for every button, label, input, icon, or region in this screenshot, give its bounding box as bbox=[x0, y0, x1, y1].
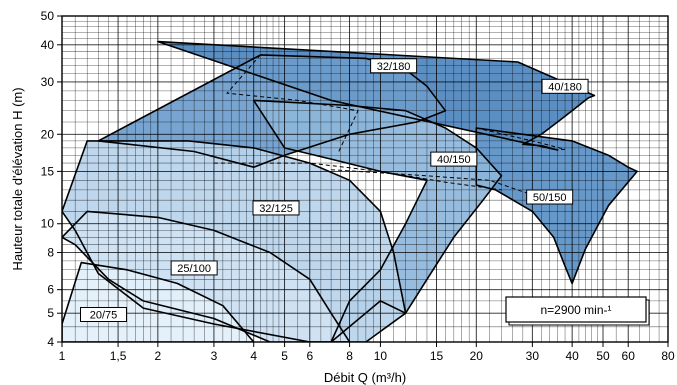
dashed-boundary bbox=[476, 127, 566, 151]
x-tick-label: 3 bbox=[211, 349, 218, 363]
series-label-50-150: 50/150 bbox=[533, 192, 567, 204]
x-tick-label: 2 bbox=[155, 349, 162, 363]
x-tick-label: 1 bbox=[59, 349, 66, 363]
outline-50-150 bbox=[475, 127, 638, 285]
x-tick-label: 15 bbox=[430, 349, 444, 363]
series-label-box bbox=[430, 151, 478, 167]
y-tick-label: 5 bbox=[47, 306, 54, 320]
y-tick-label: 50 bbox=[41, 9, 55, 23]
series-labels: 40/180 50/150 32/180 40/150 32/125 25/100 20/7… bbox=[80, 58, 589, 322]
series-label-box bbox=[80, 306, 128, 322]
x-axis-ticks: 1 1,5 2 3 4 5 6 8 10 15 20 30 40 50 60 80 bbox=[59, 342, 675, 363]
y-tick-label: 6 bbox=[47, 283, 54, 297]
y-axis-ticks: 4 5 6 8 10 15 20 30 40 50 bbox=[41, 9, 62, 349]
dashed-boundary bbox=[331, 169, 533, 196]
y-tick-label: 8 bbox=[47, 246, 54, 260]
y-tick-label: 20 bbox=[41, 127, 55, 141]
dashed-boundary bbox=[213, 162, 502, 191]
y-tick-label: 10 bbox=[41, 217, 55, 231]
area-50-150 bbox=[476, 128, 638, 284]
x-tick-label: 50 bbox=[596, 349, 610, 363]
x-tick-label: 4 bbox=[250, 349, 257, 363]
x-tick-label: 8 bbox=[346, 349, 353, 363]
x-tick-label: 5 bbox=[281, 349, 288, 363]
speed-annotation: n=2900 min-¹ bbox=[540, 303, 611, 317]
x-tick-label: 40 bbox=[565, 349, 579, 363]
y-tick-label: 4 bbox=[47, 335, 54, 349]
annotation-box: n=2900 min-¹ bbox=[505, 296, 650, 326]
series-label-box bbox=[541, 78, 589, 94]
x-tick-label: 6 bbox=[306, 349, 313, 363]
x-tick-label: 80 bbox=[661, 349, 675, 363]
x-axis-label: Débit Q (m³/h) bbox=[324, 370, 406, 385]
series-label-32-125: 32/125 bbox=[259, 203, 293, 215]
outline-32-125 bbox=[62, 140, 407, 342]
series-label-40-180: 40/180 bbox=[548, 81, 582, 93]
x-tick-label: 10 bbox=[374, 349, 388, 363]
x-tick-label: 30 bbox=[526, 349, 540, 363]
y-tick-label: 40 bbox=[41, 38, 55, 52]
series-label-box bbox=[252, 200, 300, 216]
x-tick-label: 20 bbox=[470, 349, 484, 363]
y-tick-label: 30 bbox=[41, 75, 55, 89]
series-label-box bbox=[370, 58, 418, 74]
dashed-boundary bbox=[226, 54, 359, 152]
series-label-40-150: 40/150 bbox=[437, 154, 471, 166]
area-25-100 bbox=[62, 211, 350, 342]
series-label-32-180: 32/180 bbox=[377, 61, 411, 73]
outline-25-100 bbox=[62, 210, 351, 342]
series-label-25-100: 25/100 bbox=[177, 263, 211, 275]
series-label-20-75: 20/75 bbox=[90, 309, 118, 321]
y-axis-label: Hauteur totale d'élévation H (m) bbox=[10, 87, 25, 270]
series-label-box bbox=[526, 189, 574, 205]
y-tick-label: 15 bbox=[41, 164, 55, 178]
x-tick-label: 1,5 bbox=[110, 349, 127, 363]
series-label-box bbox=[170, 260, 218, 276]
outline-20-75 bbox=[62, 261, 255, 342]
plot-frame bbox=[61, 15, 669, 343]
x-tick-label: 60 bbox=[622, 349, 636, 363]
